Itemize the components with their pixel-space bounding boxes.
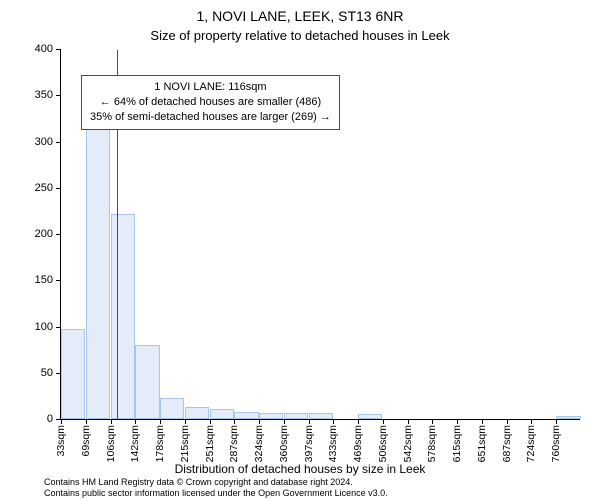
histogram-bar — [210, 409, 234, 419]
footnote: Contains HM Land Registry data © Crown c… — [44, 477, 388, 498]
histogram-bar — [160, 398, 184, 419]
histogram-bar — [234, 412, 258, 419]
x-tick: 324sqm — [253, 419, 265, 462]
x-tick: 287sqm — [228, 419, 240, 462]
annotation-line2: ← 64% of detached houses are smaller (48… — [90, 95, 331, 110]
y-tick: 150 — [35, 274, 61, 286]
x-tick: 360sqm — [278, 419, 290, 462]
x-tick: 724sqm — [525, 419, 537, 462]
x-tick: 33sqm — [55, 419, 67, 457]
footnote-line1: Contains HM Land Registry data © Crown c… — [44, 477, 388, 487]
annotation-box: 1 NOVI LANE: 116sqm← 64% of detached hou… — [81, 75, 340, 130]
x-tick: 142sqm — [129, 419, 141, 462]
y-tick: 400 — [35, 43, 61, 55]
y-tick: 300 — [35, 136, 61, 148]
histogram-bar — [135, 345, 159, 419]
y-tick: 350 — [35, 89, 61, 101]
chart-title: 1, NOVI LANE, LEEK, ST13 6NR — [0, 8, 600, 24]
x-tick: 69sqm — [80, 419, 92, 457]
y-tick: 200 — [35, 228, 61, 240]
x-tick: 651sqm — [476, 419, 488, 462]
x-tick: 469sqm — [352, 419, 364, 462]
x-tick: 106sqm — [105, 419, 117, 462]
x-tick: 542sqm — [402, 419, 414, 462]
histogram-bar — [61, 329, 85, 419]
x-tick: 578sqm — [426, 419, 438, 462]
footnote-line2: Contains public sector information licen… — [44, 488, 388, 498]
x-tick: 178sqm — [154, 419, 166, 462]
annotation-line3: 35% of semi-detached houses are larger (… — [90, 110, 331, 125]
x-tick: 251sqm — [204, 419, 216, 462]
histogram-bar — [86, 129, 110, 419]
chart-subtitle: Size of property relative to detached ho… — [0, 28, 600, 43]
x-tick: 687sqm — [501, 419, 513, 462]
x-tick: 506sqm — [377, 419, 389, 462]
y-tick: 100 — [35, 321, 61, 333]
histogram-bar — [185, 407, 209, 419]
x-axis-label: Distribution of detached houses by size … — [0, 462, 600, 476]
y-tick: 250 — [35, 182, 61, 194]
y-tick: 50 — [41, 367, 61, 379]
x-tick: 397sqm — [303, 419, 315, 462]
x-tick: 760sqm — [550, 419, 562, 462]
x-tick: 433sqm — [327, 419, 339, 462]
x-tick: 615sqm — [451, 419, 463, 462]
histogram-bar — [111, 214, 135, 419]
annotation-line1: 1 NOVI LANE: 116sqm — [90, 80, 331, 95]
plot-area: 05010015020025030035040033sqm69sqm106sqm… — [60, 50, 580, 420]
x-tick: 215sqm — [179, 419, 191, 462]
